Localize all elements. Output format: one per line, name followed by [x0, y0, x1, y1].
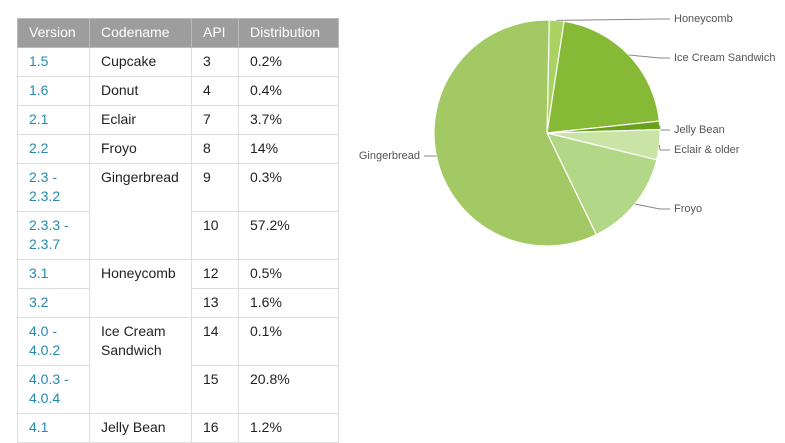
api-cell: 7: [191, 105, 239, 135]
header-cell: Version: [17, 18, 90, 48]
api-cell: 14: [191, 317, 239, 366]
api-cell: 9: [191, 163, 239, 212]
slice-label: Jelly Bean: [674, 124, 725, 136]
version-cell: 2.3.3 - 2.3.7: [17, 211, 90, 260]
distribution-cell: 0.2%: [238, 47, 339, 77]
slice-label: Gingerbread: [359, 150, 420, 162]
api-cell: 12: [191, 259, 239, 289]
api-cell: 3: [191, 47, 239, 77]
table-row: 1.5 Cupcake 3 0.2%: [17, 47, 339, 77]
table-body: 1.5 Cupcake 3 0.2% 1.6 Donut 4 0.4% 2.1 Eclair 7 3.…: [17, 47, 339, 443]
leader-line: [658, 144, 670, 151]
leader-line: [634, 203, 670, 210]
api-cell: 16: [191, 413, 239, 443]
codename-cell: Jelly Bean: [89, 413, 192, 443]
table-row: 4.0.3 - 4.0.4 15 20.8%: [17, 365, 339, 414]
api-cell: 8: [191, 134, 239, 164]
distribution-cell: 3.7%: [238, 105, 339, 135]
header-cell: Codename: [89, 18, 192, 48]
leader-line: [556, 18, 670, 21]
version-cell: 3.2: [17, 288, 90, 318]
table-row: 4.0 - 4.0.2 Ice Cream Sandwich 14 0.1%: [17, 317, 339, 414]
codename-cell: Eclair: [89, 105, 192, 135]
table-row: 3.1 Honeycomb 12 0.5%: [17, 259, 339, 318]
api-cell: 10: [191, 211, 239, 260]
codename-cell: Honeycomb: [89, 259, 192, 318]
version-cell: 4.0.3 - 4.0.4: [17, 365, 90, 414]
distribution-cell: 0.3%: [238, 163, 339, 212]
distribution-cell: 0.5%: [238, 259, 339, 289]
version-cell: 4.1: [17, 413, 90, 443]
slice-label: Honeycomb: [674, 13, 733, 25]
api-cell: 13: [191, 288, 239, 318]
codename-cell: Gingerbread: [89, 163, 192, 260]
version-cell: 3.1: [17, 259, 90, 289]
version-cell: 2.2: [17, 134, 90, 164]
leader-line: [659, 125, 670, 131]
table-row: 4.1 Jelly Bean 16 1.2%: [17, 413, 339, 443]
api-cell: 15: [191, 365, 239, 414]
codename-cell: Ice Cream Sandwich: [89, 317, 192, 414]
version-table: Version Codename API Distribution 1.5 Cupcak…: [17, 18, 339, 443]
version-cell: 2.3 - 2.3.2: [17, 163, 90, 212]
distribution-cell: 1.2%: [238, 413, 339, 443]
codename-cell: Cupcake: [89, 47, 192, 77]
codename-cell: Froyo: [89, 134, 192, 164]
distribution-cell: 1.6%: [238, 288, 339, 318]
version-cell: 4.0 - 4.0.2: [17, 317, 90, 366]
leader-line: [628, 54, 670, 59]
table-row: 2.1 Eclair 7 3.7%: [17, 105, 339, 135]
pie-slice: [433, 19, 598, 247]
table-row: 2.3.3 - 2.3.7 10 57.2%: [17, 211, 339, 260]
header-row: Version Codename API Distribution: [17, 18, 339, 48]
version-cell: 1.6: [17, 76, 90, 106]
table-row: 1.6 Donut 4 0.4%: [17, 76, 339, 106]
distribution-cell: 57.2%: [238, 211, 339, 260]
slice-label: Ice Cream Sandwich: [674, 52, 776, 64]
distribution-cell: 0.1%: [238, 317, 339, 366]
pie-slice: [546, 20, 661, 134]
header-cell: API: [191, 18, 239, 48]
distribution-cell: 0.4%: [238, 76, 339, 106]
distribution-cell: 20.8%: [238, 365, 339, 414]
codename-cell: Donut: [89, 76, 192, 106]
slice-label: Eclair & older: [674, 144, 740, 156]
api-cell: 4: [191, 76, 239, 106]
version-cell: 1.5: [17, 47, 90, 77]
version-cell: 2.1: [17, 105, 90, 135]
table-row: 2.3 - 2.3.2 Gingerbread 9 0.3%: [17, 163, 339, 260]
distribution-cell: 14%: [238, 134, 339, 164]
slice-label: Froyo: [674, 203, 702, 215]
header-cell: Distribution: [238, 18, 339, 48]
table-row: 2.2 Froyo 8 14%: [17, 134, 339, 164]
